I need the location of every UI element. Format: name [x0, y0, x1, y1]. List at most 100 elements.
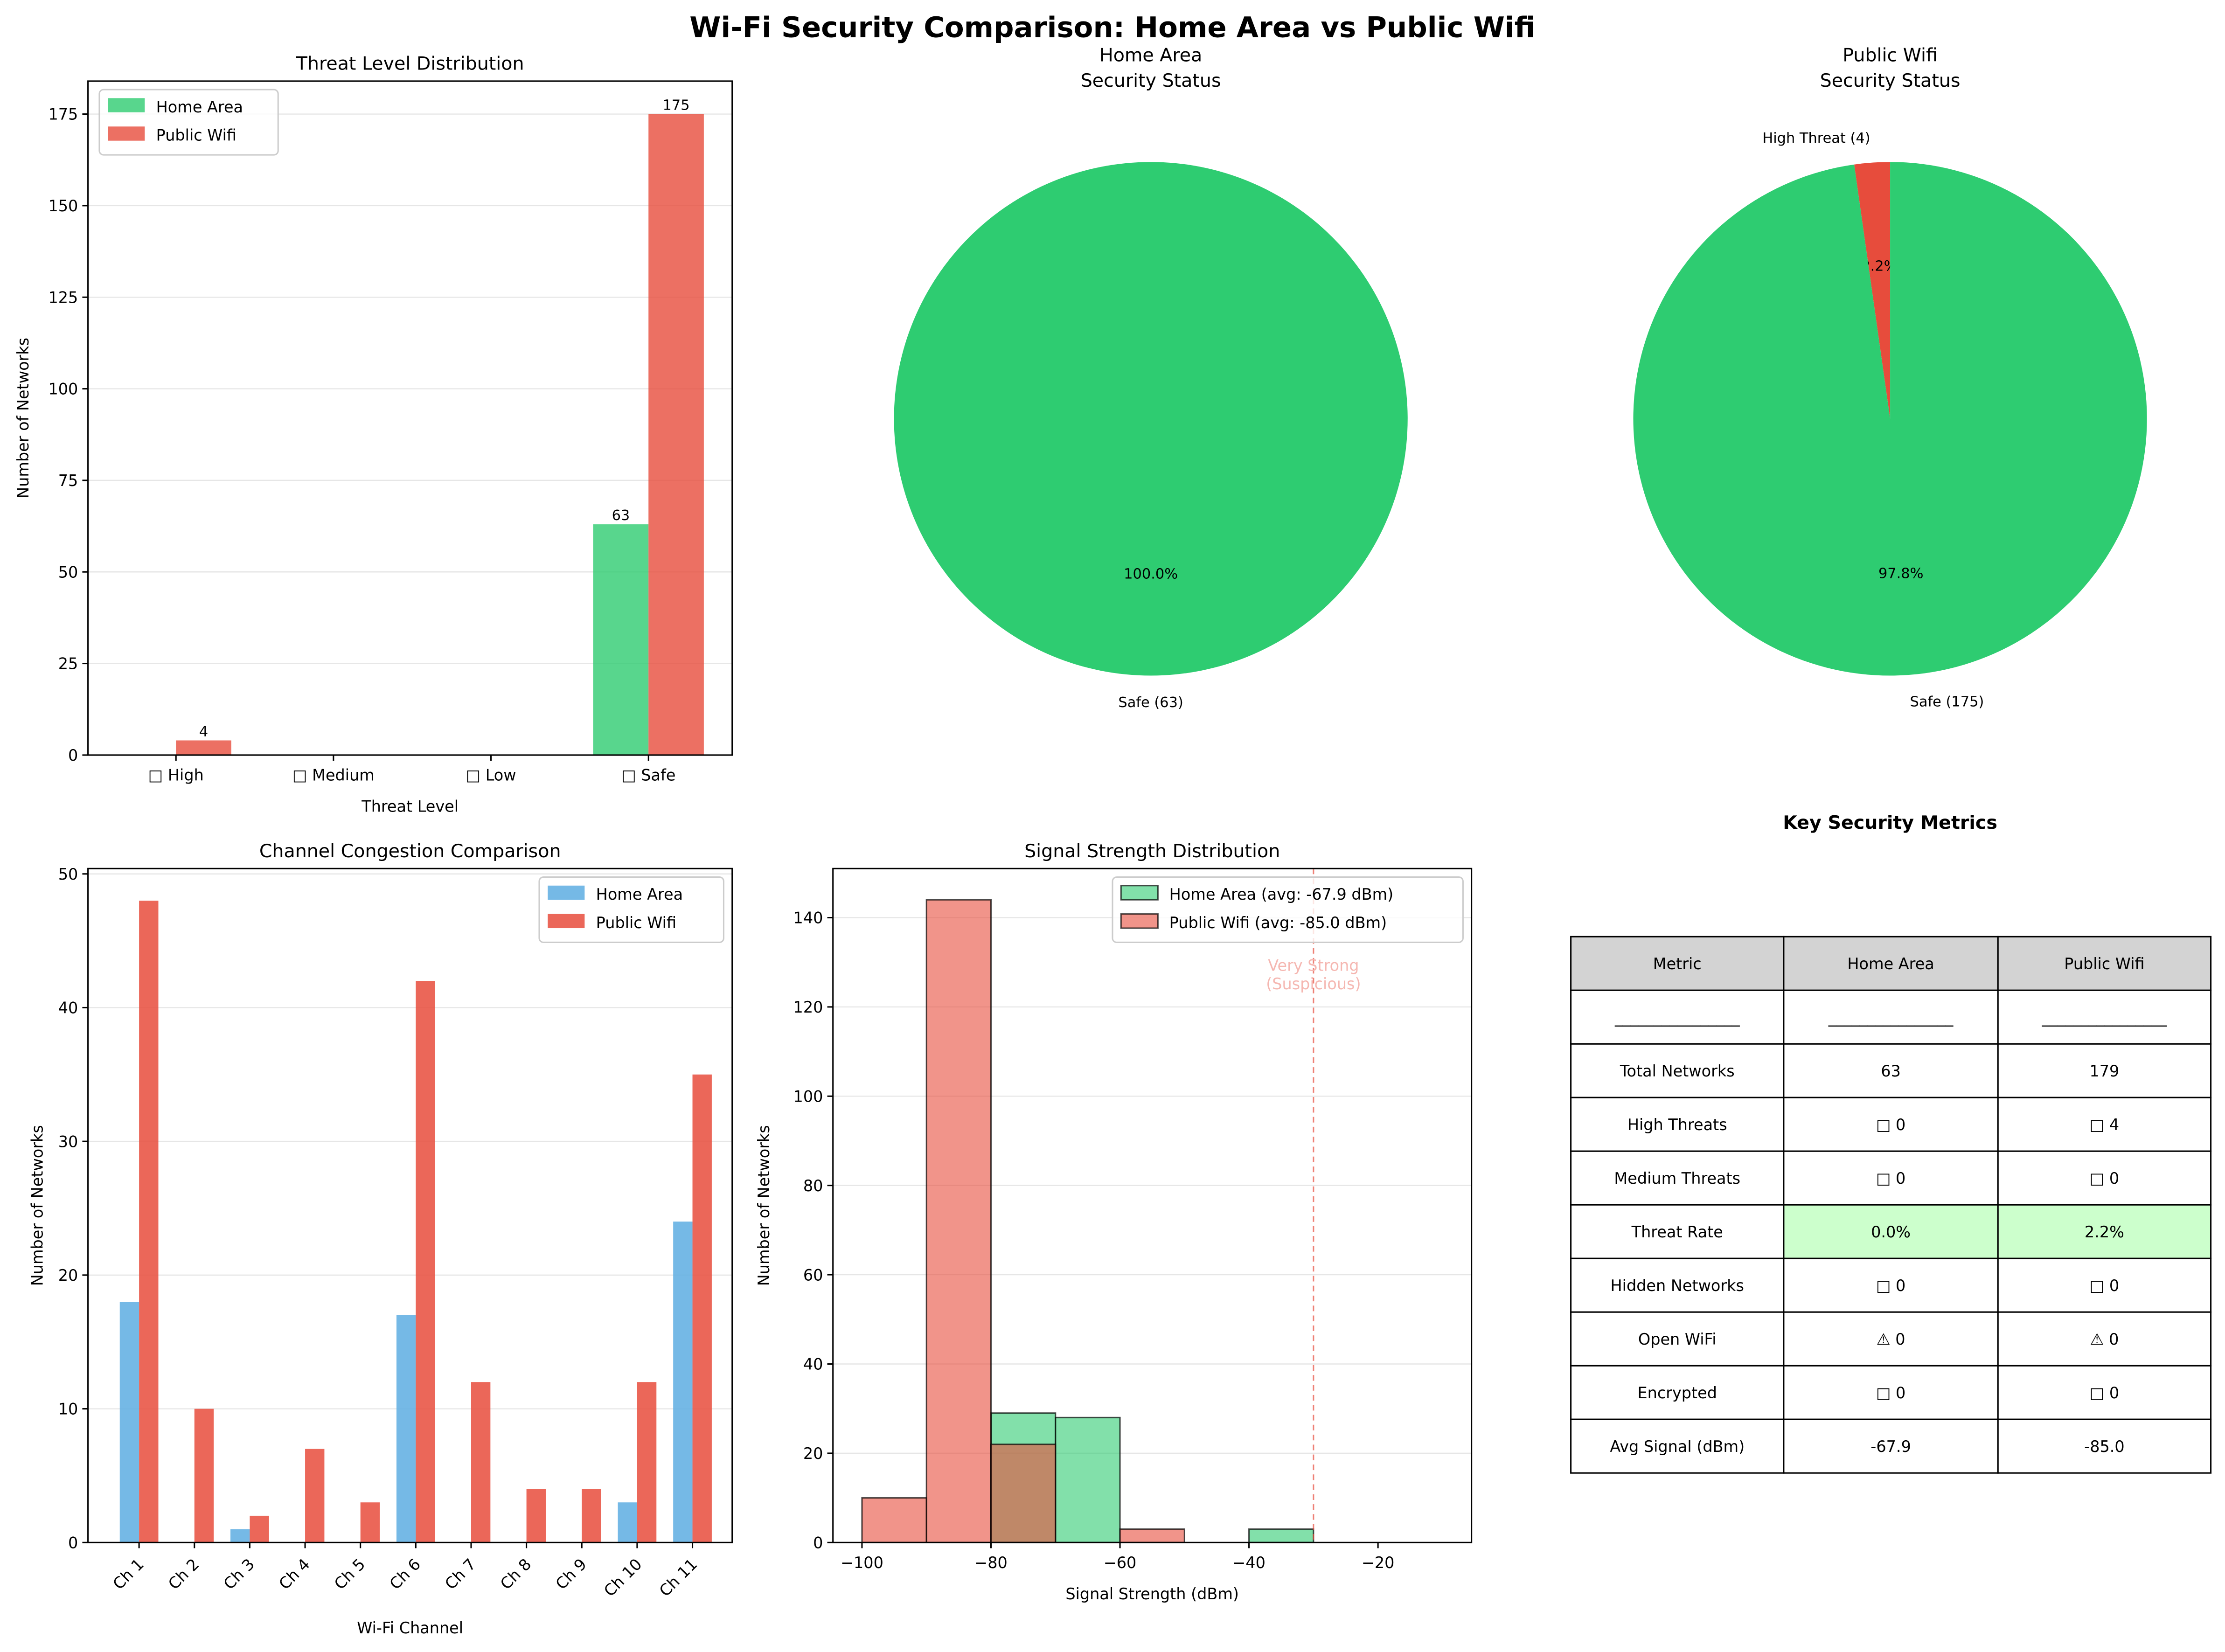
x-tick-label: −40	[1232, 1554, 1265, 1572]
data-label: 4	[199, 723, 208, 740]
cell-text: □ 4	[2090, 1116, 2120, 1134]
threat-level-chart: 0 25 50 75 100 125 150 175 4 63 175 □ High □ Medium □…	[14, 53, 733, 816]
bar-public-wifi	[176, 740, 231, 755]
y-axis-label: Number of Networks	[14, 338, 32, 499]
cell-text: Threat Rate	[1631, 1223, 1723, 1241]
y-tick-label: 40	[803, 1355, 823, 1374]
bar-public-wifi	[194, 1409, 214, 1543]
x-tick-label: −80	[974, 1554, 1008, 1572]
cell-text: ________________	[1614, 1008, 1740, 1027]
table-cell	[1997, 1204, 2212, 1259]
axes-frame	[87, 80, 733, 756]
x-tick-label: □ Low	[466, 766, 516, 784]
table-header-cell	[1570, 936, 1785, 991]
y-tick-label: 25	[58, 655, 78, 673]
bar-public-wifi	[360, 1502, 380, 1543]
threshold-label: (Suspicious)	[1266, 975, 1361, 993]
y-tick-label: 75	[58, 472, 78, 490]
chart-title: Threat Level Distribution	[296, 53, 524, 75]
y-axis-label: Number of Networks	[28, 1125, 46, 1286]
table-cell	[1783, 989, 1999, 1045]
legend-swatch	[548, 914, 585, 929]
data-label: 175	[663, 97, 690, 113]
cell-text: □ 0	[1876, 1169, 1906, 1187]
x-tick-label: □ Medium	[292, 766, 375, 784]
column-header: Metric	[1653, 955, 1702, 973]
y-tick-label: 100	[793, 1087, 823, 1105]
legend-label: Home Area	[156, 98, 243, 116]
legend-label: Public Wifi (avg: -85.0 dBm)	[1169, 914, 1387, 932]
legend-label: Public Wifi	[156, 126, 236, 145]
y-tick-label: 30	[58, 1132, 78, 1151]
cell-text: □ 0	[1876, 1116, 1906, 1134]
public-pie-chart: High Threat (4)2.2%Safe (175)97.8%Public…	[1633, 44, 2147, 710]
y-tick-label: 50	[58, 563, 78, 581]
legend-box	[538, 876, 724, 943]
cell-text: Avg Signal (dBm)	[1610, 1437, 1745, 1456]
bar-public-wifi	[250, 1515, 269, 1543]
table-header-cell	[1997, 936, 2212, 991]
chart-title: Security Status	[1820, 70, 1961, 91]
y-tick-label: 175	[48, 105, 78, 124]
table-cell	[1570, 1043, 1785, 1098]
bar-public-wifi	[692, 1074, 712, 1543]
pie-label: Safe (175)	[1910, 694, 1984, 710]
hist-bar-public-wifi	[990, 1444, 1057, 1543]
table-cell	[1997, 1043, 2212, 1098]
legend-label: Home Area (avg: -67.9 dBm)	[1169, 885, 1394, 903]
table-cell	[1997, 1097, 2212, 1152]
cell-text: -85.0	[2084, 1437, 2125, 1456]
y-tick-label: 0	[813, 1534, 823, 1552]
figure-title: Wi-Fi Security Comparison: Home Area vs …	[689, 12, 1535, 44]
y-tick-label: 20	[58, 1266, 78, 1284]
cell-text: ⚠ 0	[1877, 1330, 1905, 1348]
table-cell	[1783, 1097, 1999, 1152]
bar-public-wifi	[471, 1382, 491, 1543]
y-tick-label: 10	[58, 1400, 78, 1418]
y-tick-label: 40	[58, 999, 78, 1017]
legend-box	[1112, 876, 1464, 943]
y-tick-label: 0	[68, 1534, 78, 1552]
table-cell	[1997, 989, 2212, 1045]
chart-title: Home Area	[1099, 44, 1202, 66]
table-cell	[1997, 1311, 2212, 1367]
chart-title: Public Wifi	[1843, 44, 1938, 66]
table-cell	[1570, 1418, 1785, 1474]
bar-home-area	[230, 1529, 250, 1543]
cell-text: Encrypted	[1638, 1384, 1717, 1402]
cell-text: Medium Threats	[1614, 1169, 1740, 1187]
y-tick-label: 125	[48, 288, 78, 306]
cell-text: High Threats	[1627, 1116, 1727, 1134]
y-tick-label: 80	[803, 1177, 823, 1195]
legend-swatch	[1120, 885, 1159, 901]
chart-title: Signal Strength Distribution	[1024, 840, 1280, 862]
bar-public-wifi	[526, 1489, 546, 1543]
bar-home-area	[673, 1222, 693, 1543]
bar-home-area	[119, 1302, 139, 1543]
legend-swatch	[108, 126, 145, 141]
table-header-cell	[1783, 936, 1999, 991]
cell-text: 63	[1881, 1062, 1901, 1080]
pie-slice-safe	[894, 162, 1408, 676]
legend-label: Home Area	[596, 885, 683, 903]
y-tick-label: 100	[48, 380, 78, 398]
x-tick-label: −100	[841, 1554, 883, 1572]
pie-pct-label: 100.0%	[1124, 566, 1178, 582]
table-cell	[1570, 989, 1785, 1045]
bar-public-wifi	[582, 1489, 601, 1543]
table-cell	[1997, 1257, 2212, 1313]
axes-frame	[832, 868, 1473, 1543]
bar-home-area	[593, 524, 649, 755]
cell-text: □ 0	[2090, 1277, 2120, 1295]
bar-public-wifi	[305, 1449, 325, 1543]
table-cell	[1997, 1150, 2212, 1206]
cell-text: ________________	[1828, 1008, 1954, 1027]
cell-text: 179	[2089, 1062, 2119, 1080]
chart-title: Channel Congestion Comparison	[259, 840, 561, 862]
y-tick-label: 140	[793, 909, 823, 927]
y-tick-label: 60	[803, 1266, 823, 1284]
y-tick-label: 50	[58, 865, 78, 883]
pie-label: High Threat (4)	[1762, 130, 1870, 146]
x-tick-label: □ High	[148, 766, 204, 784]
